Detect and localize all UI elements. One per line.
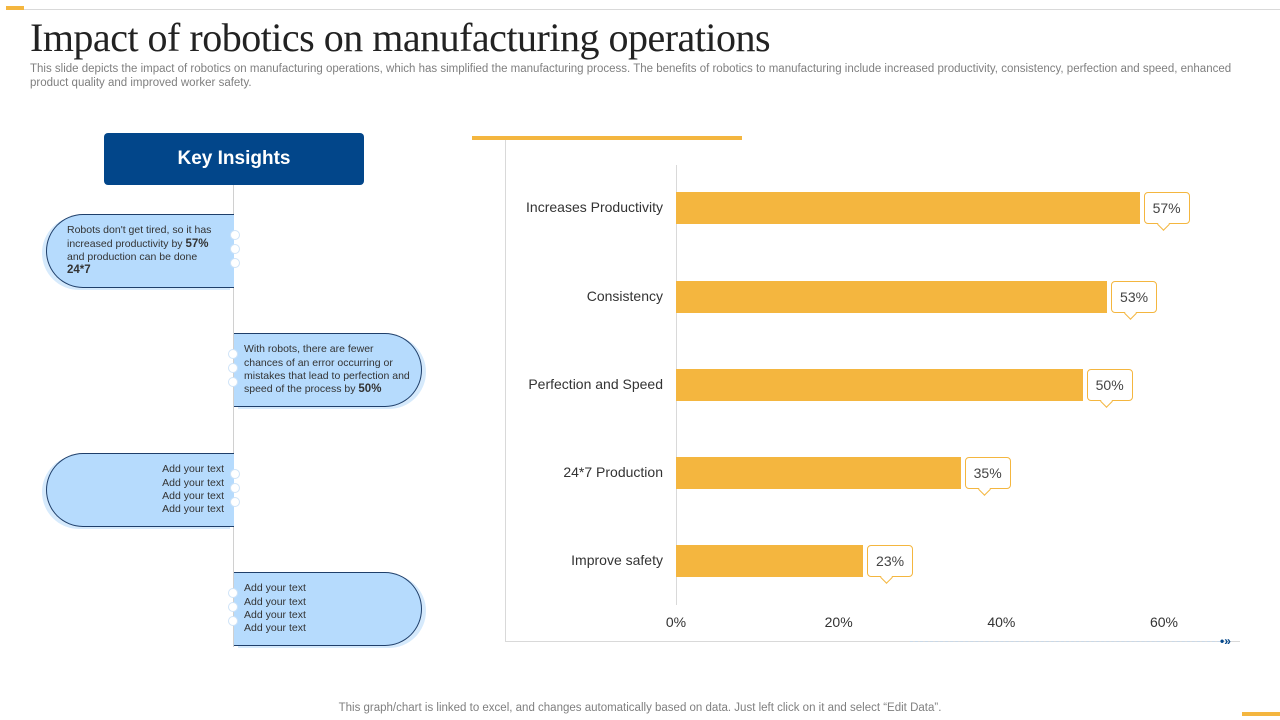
insight-pill-4: Add your text Add your text Add your text A… xyxy=(234,572,422,646)
bar[interactable] xyxy=(676,369,1083,401)
data-label: 35% xyxy=(964,457,1011,489)
footer-note: This graph/chart is linked to excel, and… xyxy=(338,702,942,714)
next-arrow-icon[interactable]: •» xyxy=(1220,634,1231,648)
bar[interactable] xyxy=(676,545,864,577)
bar[interactable] xyxy=(676,457,961,489)
category-label: Improve safety xyxy=(571,552,663,568)
divider xyxy=(910,641,1220,642)
insight-text: Add your text xyxy=(162,463,224,476)
x-tick-label: 60% xyxy=(1149,614,1179,630)
x-tick-label: 40% xyxy=(987,614,1016,630)
bar[interactable] xyxy=(676,281,1108,313)
accent-mark xyxy=(1242,712,1280,716)
insight-text: Add your text xyxy=(162,476,224,489)
accent-mark xyxy=(6,6,24,10)
insight-text: and production can be done xyxy=(67,251,198,263)
category-label: Perfection and Speed xyxy=(528,376,663,392)
x-tick-label: 20% xyxy=(824,614,853,630)
insight-text: Add your text xyxy=(244,622,306,635)
insight-text: Add your text xyxy=(162,503,224,516)
insight-text: With robots, there are fewer chances of … xyxy=(244,343,410,396)
data-label: 57% xyxy=(1143,192,1190,224)
category-label: Increases Productivity xyxy=(526,199,663,215)
page-title: Impact of robotics on manufacturing oper… xyxy=(30,15,771,60)
insight-highlight: 50% xyxy=(358,383,382,396)
insight-highlight: 57% xyxy=(185,237,209,250)
divider xyxy=(24,9,1280,10)
data-label: 53% xyxy=(1111,281,1158,313)
page-subtitle: This slide depicts the impact of robotic… xyxy=(30,63,1232,89)
bar[interactable] xyxy=(676,192,1140,224)
insight-pill-3: Add your text Add your text Add your text A… xyxy=(46,453,234,527)
insight-highlight: 24*7 xyxy=(67,264,91,277)
category-label: Consistency xyxy=(586,288,663,304)
connector-dots xyxy=(230,230,240,272)
timeline-line xyxy=(233,185,234,647)
x-tick-label: 0% xyxy=(665,614,687,630)
insight-pill-1: Robots don't get tired, so it has increa… xyxy=(46,214,234,288)
data-label: 23% xyxy=(867,545,914,577)
connector-dots xyxy=(230,469,240,511)
chart-accent-bar xyxy=(472,136,742,140)
insight-text: Add your text xyxy=(244,595,306,608)
insight-text: Add your text xyxy=(162,490,224,502)
key-insights-header: Key Insights xyxy=(104,133,364,185)
insight-pill-2: With robots, there are fewer chances of … xyxy=(234,333,422,407)
insight-text: Robots don't get tired, so it has increa… xyxy=(67,224,212,250)
insight-text: Add your text xyxy=(244,609,306,621)
category-label: 24*7 Production xyxy=(563,464,663,480)
data-label: 50% xyxy=(1086,369,1133,401)
chart-frame[interactable] xyxy=(505,140,1240,642)
connector-dots xyxy=(228,349,238,391)
connector-dots xyxy=(228,588,238,630)
insight-text: Add your text xyxy=(244,582,306,595)
